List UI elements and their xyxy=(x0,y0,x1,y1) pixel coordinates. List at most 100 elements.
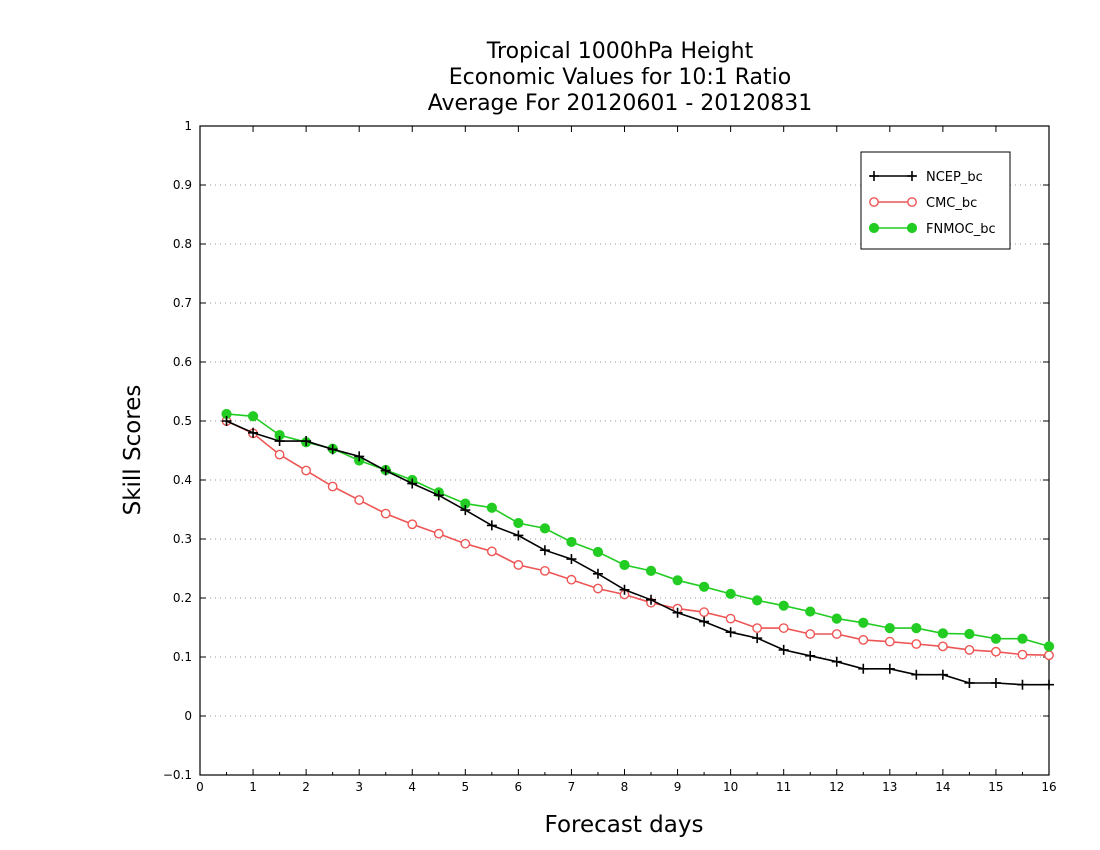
data-point xyxy=(221,416,232,426)
data-point xyxy=(274,449,285,460)
x-tick-label: 1 xyxy=(249,780,257,794)
data-point xyxy=(460,505,471,516)
data-point xyxy=(248,427,259,438)
title-line: Average For 20120601 - 20120831 xyxy=(428,91,813,116)
legend-item: FNMOC_bc xyxy=(868,222,996,237)
data-point xyxy=(964,677,975,688)
title-line: Tropical 1000hPa Height xyxy=(486,39,754,64)
data-point xyxy=(884,636,895,647)
data-point xyxy=(805,650,816,661)
data-point xyxy=(752,633,763,644)
x-tick-label: 4 xyxy=(408,780,416,794)
y-tick-label: 0.8 xyxy=(173,237,192,251)
data-point xyxy=(906,222,918,234)
x-tick-label: 8 xyxy=(621,780,629,794)
data-point xyxy=(327,481,338,492)
x-tick-label: 0 xyxy=(196,780,204,794)
x-tick-label: 13 xyxy=(882,780,897,794)
series-FNMOC_bc xyxy=(221,408,1055,652)
data-point xyxy=(699,616,710,627)
data-point xyxy=(699,607,709,618)
data-point xyxy=(539,545,550,556)
title-line: Economic Values for 10:1 Ratio xyxy=(449,65,791,90)
y-tick-label: 0.1 xyxy=(173,650,192,664)
y-tick-label: 0.2 xyxy=(173,591,192,605)
data-point xyxy=(486,546,497,557)
data-point xyxy=(407,478,418,489)
data-point xyxy=(486,502,497,513)
data-point xyxy=(433,528,444,539)
data-point xyxy=(380,508,391,519)
data-point xyxy=(592,568,603,579)
data-point xyxy=(1017,649,1028,660)
y-tick-label: 1 xyxy=(184,119,192,133)
x-tick-label: 12 xyxy=(829,780,844,794)
x-tick-label: 9 xyxy=(674,780,682,794)
legend-box xyxy=(860,151,1011,250)
x-tick-label: 2 xyxy=(302,780,310,794)
x-axis-label: Forecast days xyxy=(545,812,704,838)
legend-label: NCEP_bc xyxy=(926,170,983,185)
data-point xyxy=(513,517,524,529)
data-point xyxy=(858,634,869,645)
data-point xyxy=(539,523,551,534)
data-point xyxy=(725,588,736,599)
data-point xyxy=(566,536,577,548)
data-point xyxy=(911,622,922,634)
data-point xyxy=(672,575,683,586)
data-point xyxy=(831,656,842,667)
data-point xyxy=(752,595,763,606)
series-group xyxy=(221,408,1055,690)
x-tick-label: 10 xyxy=(723,780,738,794)
grid-lines xyxy=(200,184,1049,717)
y-tick-label: 0.6 xyxy=(173,355,192,369)
data-point xyxy=(937,628,948,639)
data-point xyxy=(645,565,657,576)
data-point xyxy=(354,451,365,462)
data-point xyxy=(540,565,550,576)
data-point xyxy=(619,559,630,571)
data-point xyxy=(805,629,816,639)
data-point xyxy=(1044,679,1054,690)
data-point xyxy=(858,663,869,674)
data-point xyxy=(907,197,917,207)
series-NCEP_bc xyxy=(221,416,1054,690)
data-point xyxy=(911,669,922,680)
data-point xyxy=(247,411,259,422)
data-point xyxy=(619,584,630,595)
series-line xyxy=(226,413,1050,648)
data-point xyxy=(937,641,948,652)
series-CMC_bc xyxy=(221,416,1054,661)
data-point xyxy=(991,646,1001,657)
data-point xyxy=(274,436,285,447)
legend-label: FNMOC_bc xyxy=(926,222,996,237)
data-point xyxy=(460,538,471,549)
data-point xyxy=(566,554,577,565)
y-axis-label: Skill Scores xyxy=(120,385,146,516)
data-point xyxy=(698,581,710,592)
data-point xyxy=(869,171,879,181)
y-tick-label: 0.7 xyxy=(173,296,192,310)
y-axis-ticks: −0.1 0 0.1 0.2 0.3 0.4 0.5 0.6 0.7 0.8 0.9 1 xyxy=(163,119,1049,782)
y-tick-label: 0.3 xyxy=(173,532,192,546)
data-point xyxy=(433,490,444,501)
legend-label: CMC_bc xyxy=(926,196,977,211)
y-tick-label: 0.4 xyxy=(173,473,192,487)
data-point xyxy=(486,520,497,531)
data-point xyxy=(592,546,604,558)
data-point xyxy=(964,645,975,655)
y-tick-label: 0.9 xyxy=(173,178,192,192)
x-tick-label: 11 xyxy=(776,780,791,794)
x-tick-label: 14 xyxy=(935,780,950,794)
y-tick-label: 0.5 xyxy=(173,414,192,428)
data-point xyxy=(805,606,816,617)
data-point xyxy=(858,617,869,628)
x-axis-ticks: 0 1 2 3 4 5 6 7 8 9 10 11 12 13 14 15 16 xyxy=(196,126,1057,794)
data-point xyxy=(990,677,1001,688)
data-point xyxy=(593,583,603,594)
data-point xyxy=(354,495,365,505)
data-point xyxy=(778,600,789,611)
data-point xyxy=(752,623,763,633)
